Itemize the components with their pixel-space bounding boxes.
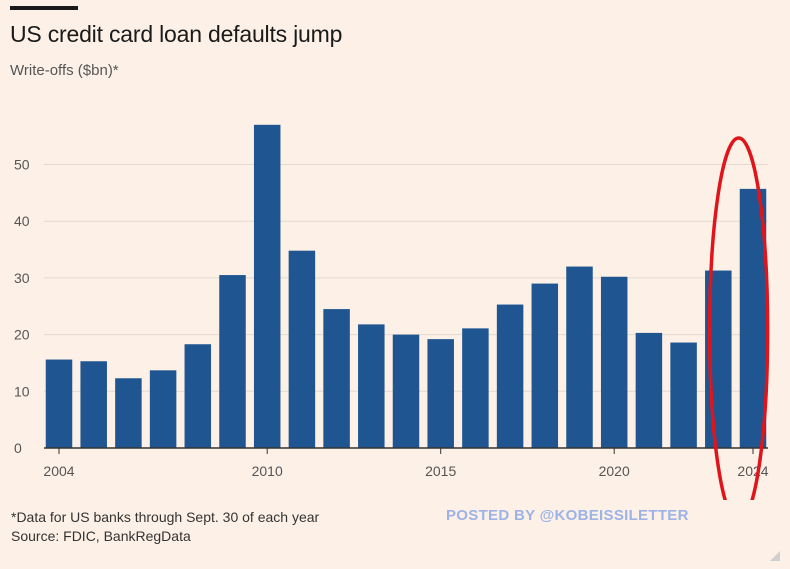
y-tick-label: 40 bbox=[14, 213, 30, 229]
y-tick-label: 20 bbox=[14, 327, 30, 343]
bar-2009 bbox=[219, 275, 246, 448]
x-tick-label: 2010 bbox=[252, 463, 283, 479]
x-tick-label: 2024 bbox=[737, 463, 768, 479]
chart-title: US credit card loan defaults jump bbox=[10, 21, 343, 47]
bar-2020 bbox=[600, 276, 628, 448]
bar-2017 bbox=[496, 304, 524, 448]
bar-chart: 0 10 20 30 40 50 2004 2010 2015 2020 2024 bbox=[14, 124, 770, 500]
bar-2018 bbox=[531, 283, 559, 448]
footnote-source: Source: FDIC, BankRegData bbox=[11, 528, 191, 544]
bar-2007 bbox=[149, 370, 177, 448]
top-rule bbox=[10, 6, 78, 10]
bar-2019 bbox=[566, 266, 593, 448]
bar-2012 bbox=[323, 309, 350, 448]
watermark: POSTED BY @KOBEISSILETTER bbox=[446, 507, 689, 524]
bar-2014 bbox=[392, 334, 420, 448]
bar-2016 bbox=[462, 328, 489, 448]
x-tick-label: 2004 bbox=[43, 463, 74, 479]
highlight-ellipse bbox=[707, 136, 770, 500]
y-tick-label: 50 bbox=[14, 157, 30, 173]
y-tick-label: 10 bbox=[14, 383, 30, 399]
bar-2004 bbox=[45, 359, 73, 448]
y-tick-label: 30 bbox=[14, 270, 30, 286]
bar-2015 bbox=[427, 339, 454, 448]
bar-2013 bbox=[358, 324, 385, 448]
footnote-note: *Data for US banks through Sept. 30 of e… bbox=[11, 509, 320, 525]
x-tick-label: 2020 bbox=[599, 463, 630, 479]
bar-2011 bbox=[288, 250, 316, 448]
footnote: *Data for US banks through Sept. 30 of e… bbox=[11, 508, 319, 546]
bar-2024 bbox=[739, 188, 767, 449]
chart-subtitle: Write-offs ($bn)* bbox=[10, 62, 119, 79]
x-tick-label: 2015 bbox=[425, 463, 456, 479]
bar-2022 bbox=[670, 342, 697, 448]
bar-2008 bbox=[184, 344, 212, 448]
bar-2021 bbox=[635, 332, 663, 448]
bar-2006 bbox=[115, 378, 142, 448]
resize-grip-icon bbox=[770, 551, 780, 561]
bar-2005 bbox=[80, 361, 107, 448]
y-tick-label: 0 bbox=[14, 440, 22, 456]
bar-2010 bbox=[253, 124, 281, 448]
